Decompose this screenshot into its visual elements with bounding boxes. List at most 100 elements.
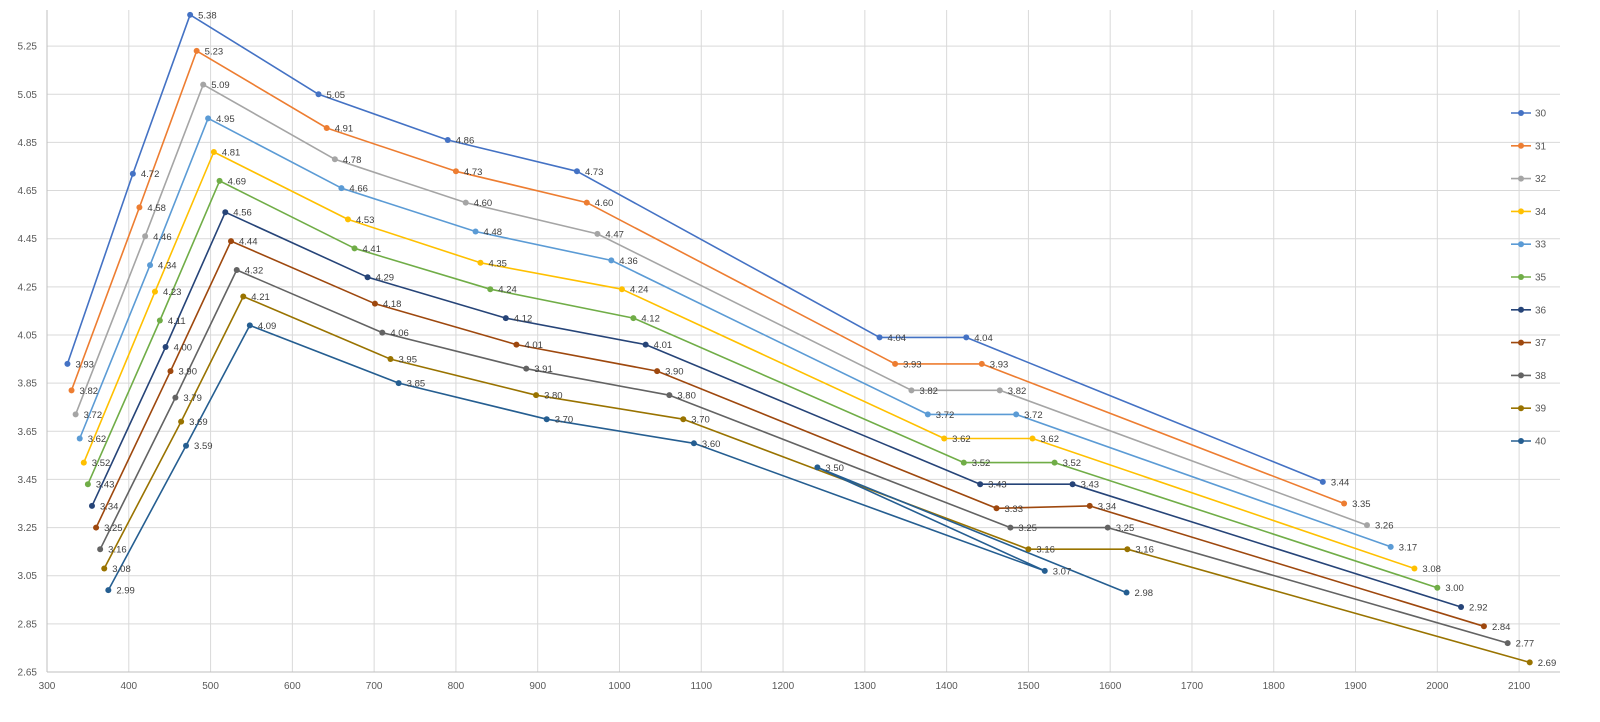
data-point (960, 459, 967, 466)
y-tick-label: 5.05 (18, 90, 38, 101)
data-point (88, 502, 95, 509)
data-point (216, 177, 223, 184)
data-point (462, 199, 469, 206)
data-label: 4.24 (630, 285, 649, 296)
data-point (72, 411, 79, 418)
x-tick-label: 1300 (854, 681, 877, 692)
data-label: 3.80 (544, 391, 563, 402)
data-label: 4.21 (251, 292, 269, 303)
data-label: 5.09 (211, 80, 230, 91)
data-label: 5.38 (198, 10, 217, 21)
data-point (80, 459, 87, 466)
data-point (444, 136, 451, 143)
data-point (167, 368, 174, 375)
data-point (156, 317, 163, 324)
data-label: 4.04 (888, 333, 907, 344)
y-tick-label: 3.45 (18, 475, 38, 486)
x-tick-label: 1200 (772, 681, 795, 692)
data-label: 2.92 (1469, 603, 1488, 614)
data-label: 3.85 (407, 379, 426, 390)
legend-label: 35 (1535, 273, 1547, 284)
data-point (924, 411, 931, 418)
data-point (1458, 604, 1465, 611)
data-label: 4.95 (216, 114, 235, 125)
legend-label: 34 (1535, 207, 1547, 218)
legend-marker (1518, 175, 1524, 182)
data-label: 2.84 (1492, 622, 1511, 633)
data-point (228, 238, 235, 245)
data-point (642, 341, 649, 348)
data-point (101, 565, 108, 572)
data-label: 4.04 (974, 333, 993, 344)
data-point (1363, 522, 1370, 529)
data-point (147, 262, 154, 269)
data-point (690, 440, 697, 447)
data-label: 3.60 (702, 439, 721, 450)
y-tick-label: 3.85 (18, 379, 38, 390)
data-label: 3.16 (1135, 545, 1154, 556)
data-point (618, 286, 625, 293)
data-label: 3.72 (1024, 410, 1043, 421)
data-point (666, 392, 673, 399)
data-point (513, 341, 520, 348)
data-point (246, 322, 253, 329)
data-label: 4.35 (488, 258, 507, 269)
data-point (1051, 459, 1058, 466)
data-point (941, 435, 948, 442)
data-point (387, 356, 394, 363)
legend-label: 33 (1535, 240, 1547, 251)
data-point (379, 329, 386, 336)
data-point (200, 81, 207, 88)
data-label: 3.90 (178, 367, 197, 378)
data-point (205, 115, 212, 122)
data-label: 4.23 (163, 287, 182, 298)
data-label: 2.99 (116, 586, 134, 597)
data-label: 3.34 (100, 501, 119, 512)
y-tick-label: 4.85 (18, 138, 38, 149)
data-point (1104, 524, 1111, 531)
data-point (97, 546, 104, 553)
x-tick-label: 500 (202, 681, 219, 692)
data-label: 3.69 (189, 417, 208, 428)
data-label: 3.26 (1375, 521, 1394, 532)
data-point (1411, 565, 1418, 572)
data-point (129, 170, 136, 177)
data-label: 4.32 (245, 265, 264, 276)
data-point (908, 387, 915, 394)
x-tick-label: 1900 (1344, 681, 1367, 692)
legend-label: 31 (1535, 141, 1547, 152)
x-axis-ticks: 300 400 500 600 700 800 900 1000 1100 1200 1300 140… (39, 681, 1531, 692)
data-label: 4.18 (383, 299, 402, 310)
data-label: 4.29 (376, 273, 395, 284)
data-label: 4.81 (222, 148, 241, 159)
legend-marker (1518, 306, 1524, 313)
data-point (1123, 589, 1130, 596)
data-label: 2.69 (1538, 658, 1557, 669)
data-point (977, 481, 984, 488)
data-label: 3.95 (398, 355, 417, 366)
y-tick-label: 3.65 (18, 427, 38, 438)
data-point (371, 300, 378, 307)
data-label: 4.60 (474, 198, 493, 209)
data-point (1124, 546, 1131, 553)
data-label: 2.77 (1516, 639, 1535, 650)
data-point (183, 442, 190, 449)
data-point (178, 418, 185, 425)
data-point (1387, 543, 1394, 550)
data-label: 4.06 (390, 328, 409, 339)
x-tick-label: 800 (448, 681, 465, 692)
x-tick-label: 600 (284, 681, 301, 692)
data-point (351, 245, 358, 252)
x-tick-label: 2000 (1426, 681, 1449, 692)
data-label: 4.91 (335, 123, 354, 134)
data-label: 3.35 (1352, 499, 1371, 510)
legend-marker (1518, 241, 1524, 248)
data-point (996, 387, 1003, 394)
data-point (187, 11, 194, 18)
legend-marker (1518, 208, 1524, 215)
data-label: 4.12 (514, 314, 533, 325)
data-point (142, 233, 149, 240)
data-point (1526, 659, 1533, 666)
data-label: 3.16 (1036, 545, 1055, 556)
data-label: 4.86 (456, 135, 475, 146)
